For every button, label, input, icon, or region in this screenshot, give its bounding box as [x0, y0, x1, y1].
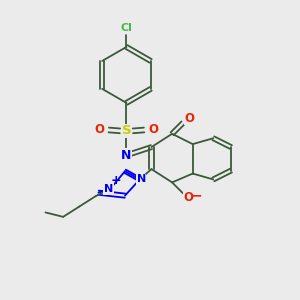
Text: O: O — [184, 190, 194, 204]
Text: O: O — [149, 124, 159, 136]
Text: S: S — [122, 124, 131, 137]
Text: −: − — [191, 189, 202, 202]
Text: O: O — [185, 112, 195, 125]
Text: Cl: Cl — [121, 23, 132, 33]
Text: N: N — [136, 174, 146, 184]
Text: +: + — [111, 174, 122, 187]
Text: N: N — [104, 184, 113, 194]
Text: N: N — [121, 149, 132, 162]
Text: O: O — [94, 124, 104, 136]
